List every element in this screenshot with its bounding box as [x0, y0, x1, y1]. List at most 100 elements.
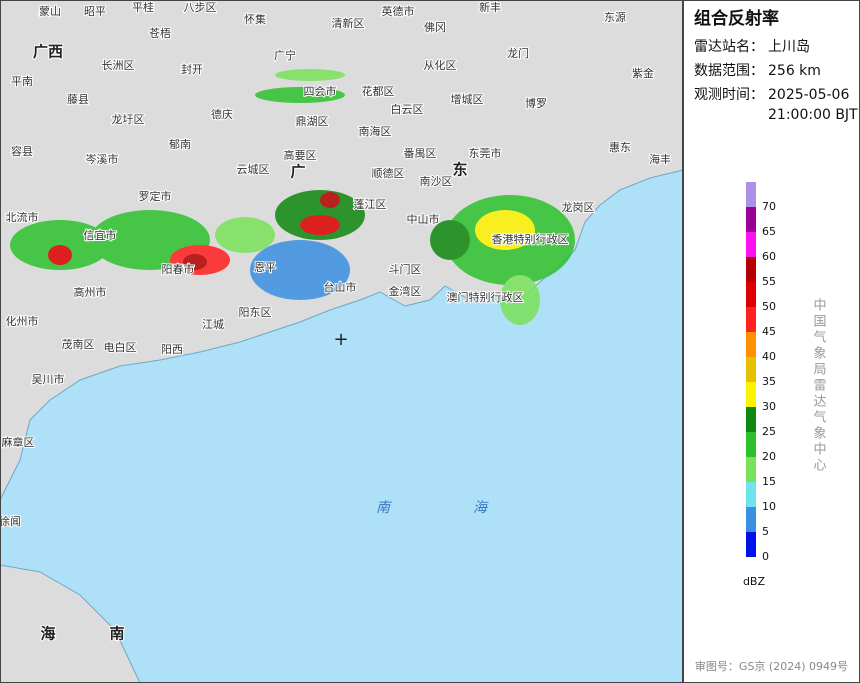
- place-label: 南: [376, 500, 392, 516]
- place-label: 平桂: [132, 0, 154, 14]
- legend-swatch: [746, 232, 756, 257]
- place-label: 怀集: [244, 12, 266, 26]
- place-label: 海丰: [649, 152, 671, 166]
- place-label: 罗定市: [139, 189, 172, 203]
- radar-echo: [500, 275, 540, 325]
- place-label: 斗门区: [389, 262, 422, 276]
- legend-swatch: [746, 307, 756, 332]
- place-label: 东莞市: [469, 146, 502, 160]
- legend-swatch: [746, 482, 756, 507]
- place-label: 徐闻: [0, 514, 21, 528]
- place-label: 惠东: [609, 140, 631, 154]
- place-label: 茂南区: [62, 337, 95, 351]
- legend-swatch: [746, 432, 756, 457]
- place-label: 德庆: [211, 107, 233, 121]
- place-label: 东: [452, 161, 467, 179]
- legend-tick-label: 0: [762, 550, 769, 563]
- place-label: 佛冈: [424, 21, 446, 34]
- radar-echo: [250, 240, 350, 300]
- row-value: 21:00:00 BJT: [768, 107, 858, 123]
- row-label: 雷达站名：: [694, 39, 764, 55]
- place-label: 化州市: [6, 314, 39, 328]
- place-label: 江城: [202, 318, 224, 331]
- place-label: 龙圩区: [112, 113, 145, 126]
- row-label: 观测时间：: [694, 87, 764, 103]
- place-label: 四会市: [304, 84, 337, 98]
- panel-title: 组合反射率: [694, 8, 779, 29]
- legend-tick-label: 45: [762, 325, 776, 338]
- place-label: 蓬江区: [354, 198, 387, 211]
- legend-unit: dBZ: [743, 575, 766, 588]
- radar-site-marker: +: [333, 329, 348, 350]
- legend-tick-label: 50: [762, 300, 776, 313]
- place-label: 藤县: [67, 93, 89, 106]
- legend-swatch: [746, 357, 756, 382]
- legend-swatch: [746, 207, 756, 232]
- legend-tick-label: 15: [762, 475, 776, 488]
- place-label: 阳东区: [239, 306, 272, 319]
- radar-echo: [215, 217, 275, 253]
- place-label: 电白区: [104, 340, 137, 354]
- legend-swatch: [746, 382, 756, 407]
- place-label: 广宁: [274, 48, 296, 62]
- legend-tick-label: 5: [762, 525, 769, 538]
- legend-swatch: [746, 457, 756, 482]
- place-label: 郁南: [169, 137, 191, 151]
- place-label: 广西: [33, 43, 63, 61]
- place-label: 中山市: [407, 212, 440, 226]
- radar-echo: [183, 254, 207, 270]
- legend-tick-label: 65: [762, 225, 776, 238]
- place-label: 封开: [181, 62, 203, 76]
- row-value: 256 km: [768, 63, 821, 79]
- place-label: 清新区: [332, 16, 365, 30]
- place-label: 台山市: [324, 280, 357, 294]
- place-label: 阳春市: [162, 262, 195, 276]
- place-label: 澳门特别行政区: [447, 290, 524, 304]
- legend-tick-label: 20: [762, 450, 776, 463]
- legend-tick-label: 55: [762, 275, 776, 288]
- place-label: 花都区: [362, 85, 395, 98]
- legend-swatch: [746, 507, 756, 532]
- radar-echo: [48, 245, 72, 265]
- legend-swatch: [746, 532, 756, 557]
- radar-echo: [430, 220, 470, 260]
- info-panel: [683, 0, 860, 683]
- legend-tick-label: 10: [762, 500, 776, 513]
- place-label: 高要区: [284, 148, 317, 162]
- row-value: 上川岛: [768, 39, 810, 55]
- legend-tick-label: 70: [762, 200, 776, 213]
- legend-swatch: [746, 282, 756, 307]
- place-label: 香港特别行政区: [492, 232, 569, 246]
- legend-tick-label: 30: [762, 400, 776, 413]
- legend-tick-label: 40: [762, 350, 776, 363]
- radar-echo: [320, 192, 340, 208]
- place-label: 昭平: [84, 5, 106, 18]
- place-label: 番禺区: [404, 147, 437, 160]
- radar-echo: [275, 69, 345, 81]
- place-label: 鼎湖区: [296, 115, 329, 128]
- legend-tick-label: 60: [762, 250, 776, 263]
- radar-echo: [475, 210, 535, 250]
- place-label: 容县: [11, 144, 33, 158]
- place-label: 云城区: [237, 163, 270, 176]
- legend-swatch: [746, 182, 756, 207]
- place-label: 英德市: [382, 4, 415, 18]
- place-label: 龙岗区: [562, 201, 595, 214]
- place-label: 恩平: [254, 261, 276, 274]
- place-label: 广: [290, 163, 305, 181]
- place-label: 麻章区: [2, 435, 35, 449]
- place-label: 苍梧: [149, 26, 171, 40]
- place-label: 海: [473, 500, 489, 516]
- legend-swatch: [746, 407, 756, 432]
- place-label: 东源: [604, 10, 626, 24]
- place-label: 增城区: [451, 92, 484, 106]
- place-label: 南: [109, 625, 124, 643]
- place-label: 平南: [11, 75, 33, 88]
- place-label: 蒙山: [39, 5, 61, 18]
- legend-tick-label: 25: [762, 425, 776, 438]
- footer: 审图号：GS京 (2024) 0949号: [695, 659, 848, 673]
- place-label: 南海区: [359, 124, 392, 138]
